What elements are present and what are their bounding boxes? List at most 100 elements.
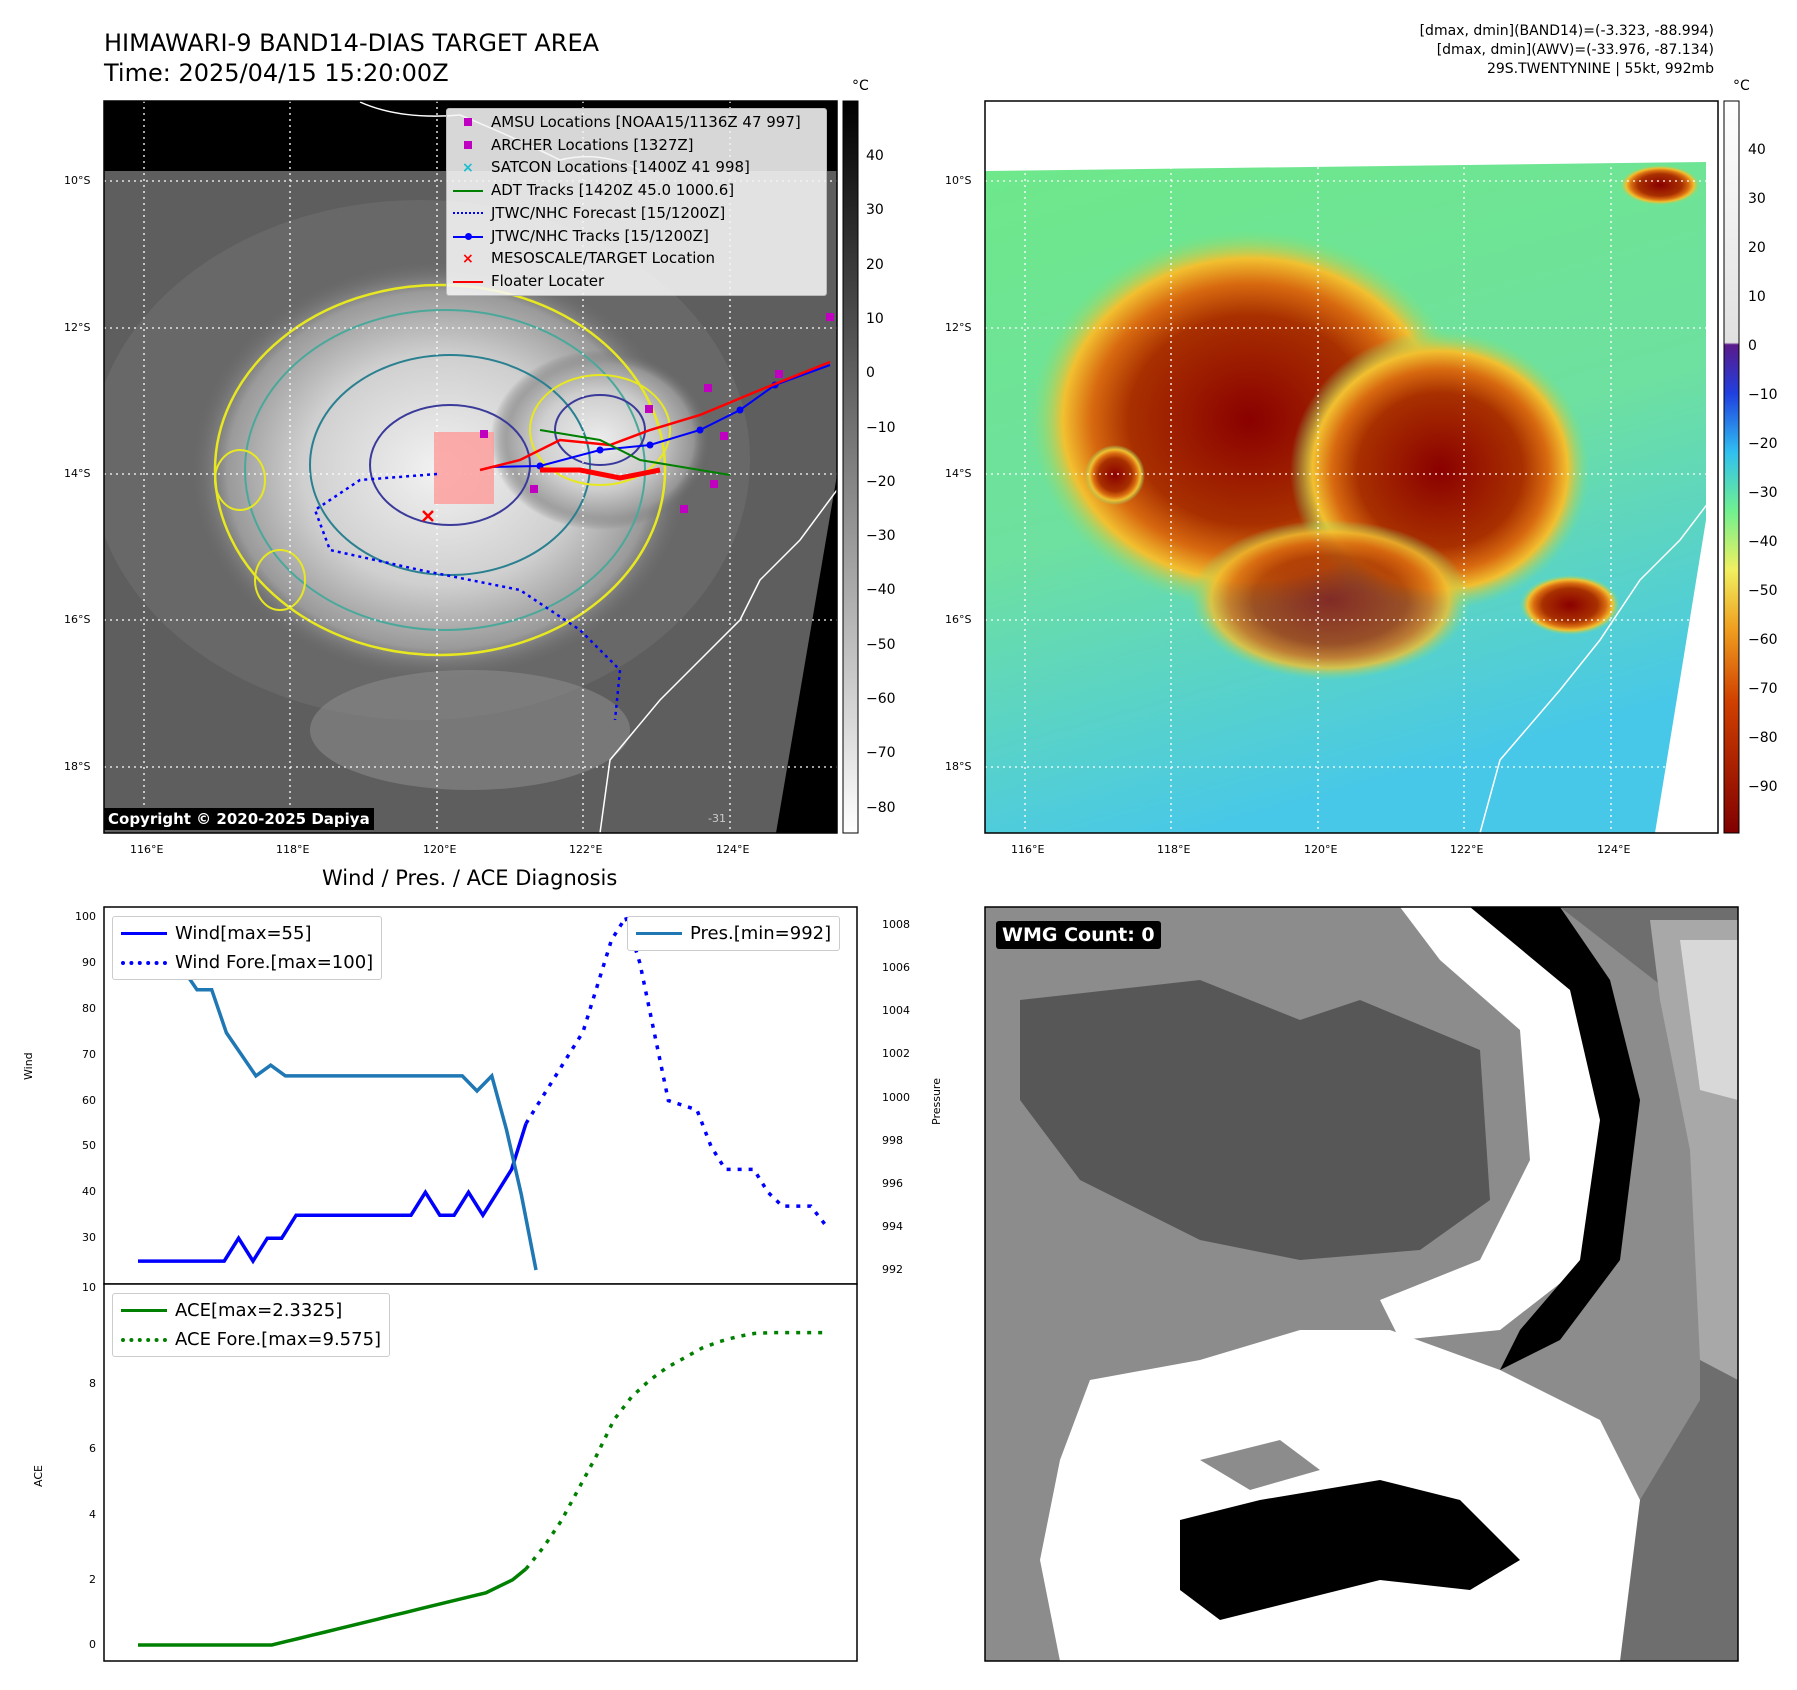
x-marker-icon: ×	[462, 159, 474, 176]
axis-tick-label: 8	[89, 1377, 96, 1390]
map-legend: AMSU Locations [NOAA15/1136Z 47 997] ARC…	[446, 108, 827, 296]
dotted-line-icon	[121, 1337, 167, 1342]
lon-label: 120°E	[423, 843, 457, 856]
colorbar-tick-label: 20	[1748, 240, 1766, 256]
lat-label: 14°S	[64, 467, 91, 480]
contour-teal	[244, 309, 646, 631]
colorbar-tick-label: −10	[866, 419, 896, 436]
lat-label: 16°S	[64, 613, 91, 626]
wind-series-line	[138, 1122, 528, 1265]
legend-item-target: × MESOSCALE/TARGET Location	[453, 247, 820, 270]
colorbar-tick-label: −30	[1748, 485, 1778, 501]
line-icon	[121, 1309, 167, 1312]
forecast-track	[313, 472, 622, 721]
bd-map-panel	[984, 100, 1740, 834]
bd-colorbar-unit: °C	[1733, 78, 1750, 94]
adt-track	[539, 429, 731, 476]
legend-ace: ACE[max=2.3325]	[121, 1296, 381, 1325]
axis-tick-label: 10	[82, 1281, 96, 1294]
axis-tick-label: 0	[89, 1638, 96, 1651]
colorbar-tick-label: −70	[1748, 681, 1778, 697]
axis-tick-label: 996	[882, 1176, 903, 1190]
axis-tick-label: 1008	[882, 918, 910, 931]
legend-wind: Wind[max=55]	[121, 919, 373, 948]
colorbar-tick-label: 10	[866, 310, 884, 327]
line-dot-icon	[453, 229, 483, 243]
square-marker-icon	[453, 138, 483, 152]
legend-item-archer: ARCHER Locations [1327Z]	[453, 134, 820, 157]
ace-forecast-series-line	[524, 1330, 825, 1570]
legend-ace-forecast: ACE Fore.[max=9.575]	[121, 1325, 381, 1354]
legend-wind-forecast: Wind Fore.[max=100]	[121, 948, 373, 977]
wmg-white-band	[1380, 907, 1620, 1340]
wmg-count-label: WMG Count: 0	[996, 921, 1161, 949]
amsu-archer-markers	[480, 313, 834, 513]
line-icon	[453, 274, 483, 288]
colorbar-tick-label: 30	[866, 202, 884, 219]
dotted-line-icon	[453, 206, 483, 220]
lat-label: 16°S	[945, 613, 972, 626]
axis-tick-label: 1002	[882, 1047, 910, 1061]
lon-label: 116°E	[1011, 843, 1045, 856]
line-icon	[121, 932, 167, 935]
colorbar-tick-label: 0	[1748, 338, 1757, 354]
copyright-label: Copyright © 2020-2025 Dapiya	[104, 808, 374, 830]
info-storm: 29S.TWENTYNINE | 55kt, 992mb	[1486, 61, 1714, 77]
axis-tick-label: 90	[82, 956, 96, 970]
dotted-line-icon	[121, 960, 167, 965]
colorbar-tick-label: 10	[1748, 289, 1766, 305]
lon-label: 118°E	[276, 843, 310, 856]
floater-locater-track	[479, 360, 831, 472]
axis-tick-label: 70	[82, 1047, 96, 1061]
bd-colorbar	[1723, 100, 1740, 834]
colorbar-tick-label: −40	[866, 582, 896, 599]
line-icon	[636, 932, 682, 935]
colorbar-tick-label: −20	[866, 473, 896, 490]
lon-label: 124°E	[1597, 843, 1631, 856]
axis-tick-label: 40	[82, 1185, 96, 1199]
colorbar-tick-label: 20	[866, 256, 884, 273]
colorbar-tick-label: −10	[1748, 387, 1778, 403]
ace-series-line	[138, 1567, 528, 1647]
diagnosis-title: Wind / Pres. / ACE Diagnosis	[322, 866, 618, 890]
axis-tick-label: 6	[89, 1442, 96, 1456]
legend-item-tracks: JTWC/NHC Tracks [15/1200Z]	[453, 225, 820, 248]
axis-tick-label: 992	[882, 1263, 903, 1276]
lon-label: 124°E	[716, 843, 750, 856]
lat-label: 12°S	[64, 321, 91, 334]
colorbar-tick-label: 30	[1748, 191, 1766, 207]
bd-gridlines	[985, 101, 1718, 833]
wmg-black-band	[1470, 907, 1640, 1370]
wmg-dark-region	[1020, 980, 1490, 1260]
info-block: [dmax, dmin](BAND14)=(-3.323, -88.994) […	[1420, 22, 1714, 79]
lon-label: 118°E	[1157, 843, 1191, 856]
pressure-series-line	[136, 924, 538, 1271]
lat-label: 14°S	[945, 467, 972, 480]
target-location-marker	[422, 510, 434, 522]
colorbar-tick-label: −90	[1748, 779, 1778, 795]
info-awv: [dmax, dmin](AWV)=(-33.976, -87.134)	[1436, 42, 1714, 58]
lon-label: 120°E	[1304, 843, 1338, 856]
axis-tick-label: 60	[82, 1093, 96, 1107]
legend-item-forecast: JTWC/NHC Forecast [15/1200Z]	[453, 202, 820, 225]
x-marker-icon: ×	[462, 250, 474, 267]
colorbar-tick-label: −20	[1748, 436, 1778, 452]
colorbar-tick-label: −70	[866, 745, 896, 762]
title-line-2: Time: 2025/04/15 15:20:00Z	[104, 59, 449, 87]
lat-label: 18°S	[64, 760, 91, 773]
axis-tick-label: 994	[882, 1219, 903, 1233]
observed-track	[489, 364, 831, 468]
legend-pressure: Pres.[min=992]	[636, 919, 831, 948]
info-band14: [dmax, dmin](BAND14)=(-3.323, -88.994)	[1419, 23, 1714, 39]
axis-tick-label: 1000	[882, 1090, 910, 1104]
ir-map-panel	[103, 100, 859, 834]
colorbar-tick-label: −60	[1748, 632, 1778, 648]
colorbar-tick-label: −40	[1748, 534, 1778, 550]
axis-tick-label: 50	[82, 1139, 96, 1153]
axis-tick-label: 1006	[882, 961, 910, 975]
legend-item-adt: ADT Tracks [1420Z 45.0 1000.6]	[453, 179, 820, 202]
colorbar-tick-label: −50	[1748, 583, 1778, 599]
colorbar-tick-label: −60	[866, 691, 896, 707]
lat-label: 10°S	[64, 174, 91, 187]
